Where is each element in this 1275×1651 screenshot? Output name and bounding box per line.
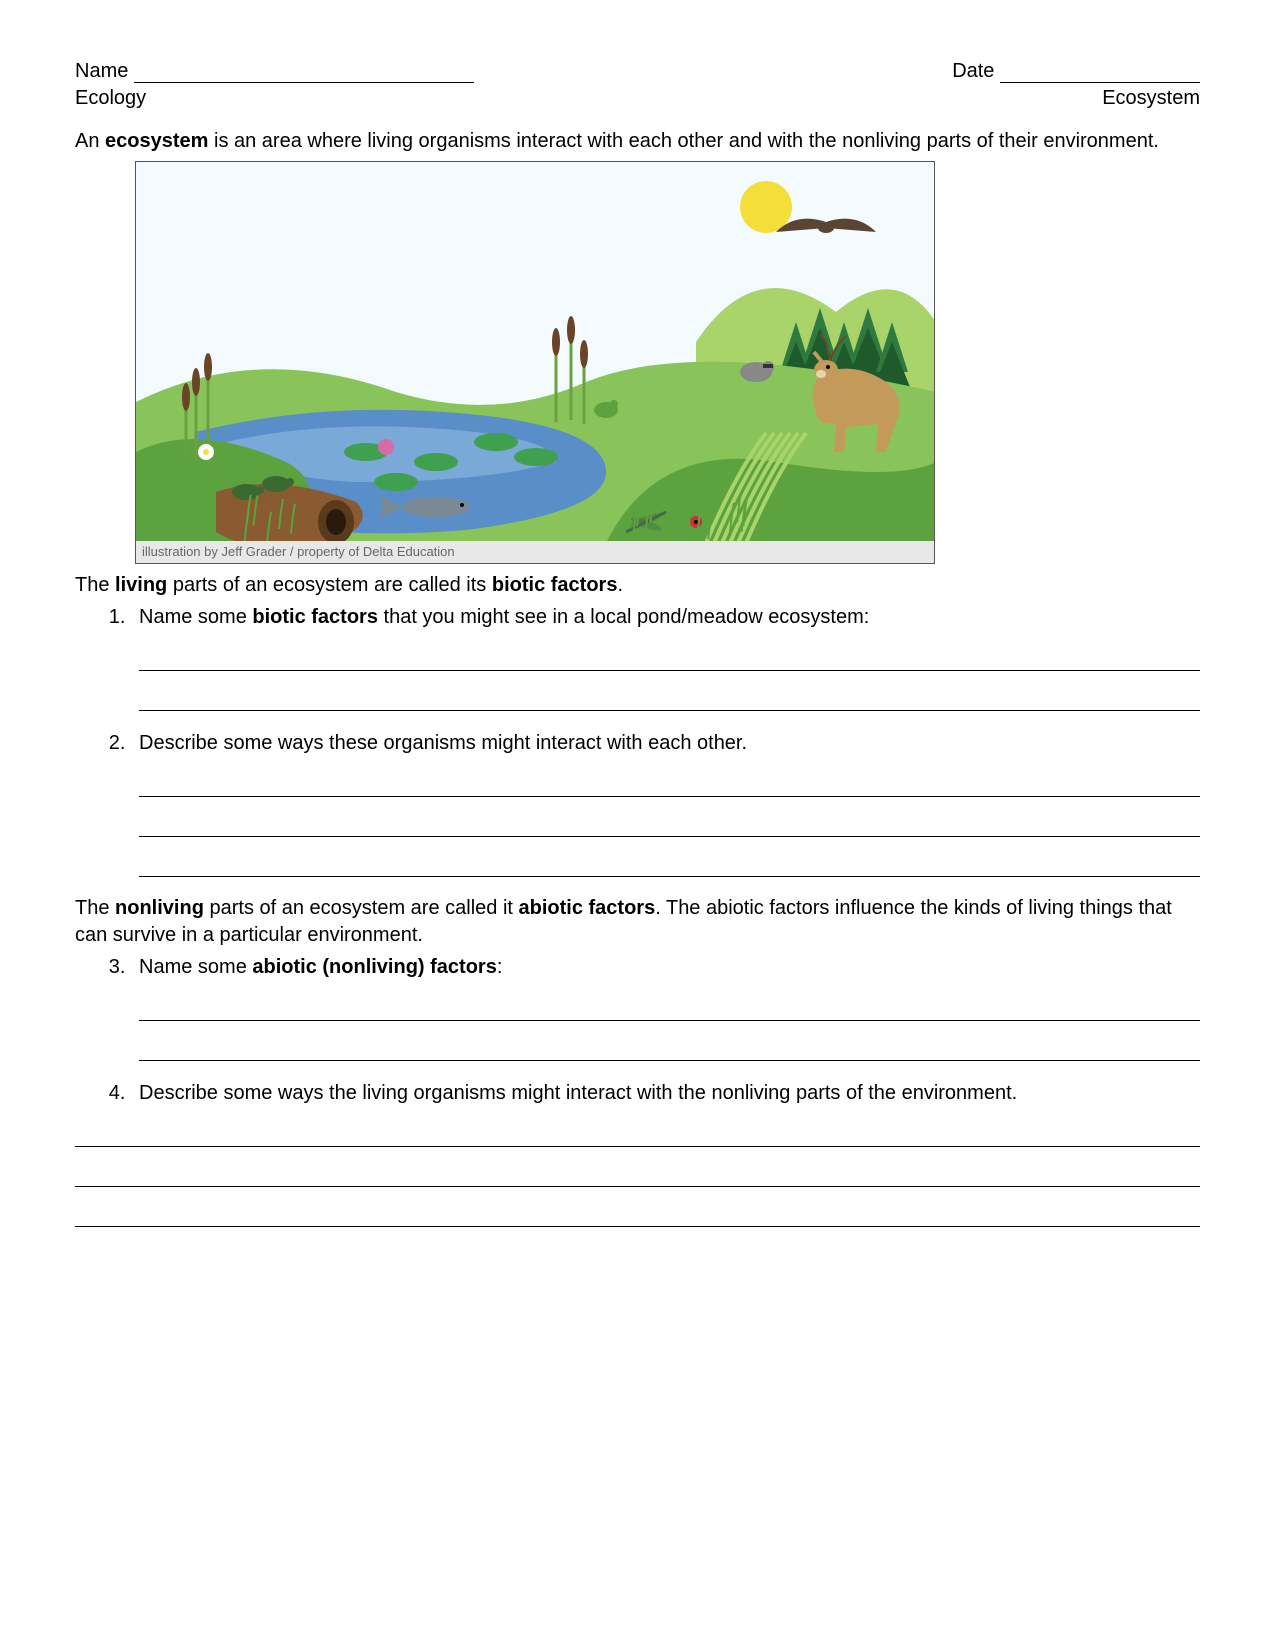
q1-bold: biotic factors	[252, 606, 378, 628]
question-2: Describe some ways these organisms might…	[131, 729, 1200, 877]
intro-suffix: is an area where living organisms intera…	[208, 130, 1159, 152]
q4-text: Describe some ways the living organisms …	[139, 1082, 1017, 1104]
question-4: Describe some ways the living organisms …	[131, 1079, 1200, 1227]
abiotic-mid1: parts of an ecosystem are called it	[204, 897, 519, 919]
q1-prefix: Name some	[139, 606, 252, 628]
abiotic-prefix: The	[75, 897, 115, 919]
answer-line[interactable]	[75, 1161, 1200, 1187]
answer-line[interactable]	[139, 1035, 1200, 1061]
q3-answer-block	[139, 995, 1200, 1061]
answer-line[interactable]	[139, 851, 1200, 877]
q3-suffix: :	[497, 956, 503, 978]
subject-left: Ecology	[75, 87, 146, 110]
intro-paragraph: An ecosystem is an area where living org…	[75, 128, 1200, 155]
intro-bold: ecosystem	[105, 130, 208, 152]
answer-line[interactable]	[139, 995, 1200, 1021]
q3-bold: abiotic (nonliving) factors	[252, 956, 496, 978]
biotic-prefix: The	[75, 574, 115, 596]
answer-line[interactable]	[139, 685, 1200, 711]
abiotic-bold1: nonliving	[115, 897, 204, 919]
answer-line[interactable]	[75, 1201, 1200, 1227]
biotic-mid: parts of an ecosystem are called its	[167, 574, 492, 596]
biotic-suffix: .	[617, 574, 623, 596]
question-list-1: Name some biotic factors that you might …	[75, 603, 1200, 877]
answer-line[interactable]	[139, 811, 1200, 837]
q1-suffix: that you might see in a local pond/meado…	[378, 606, 869, 628]
q2-answer-block	[139, 771, 1200, 877]
answer-line[interactable]	[139, 645, 1200, 671]
intro-prefix: An	[75, 130, 105, 152]
worksheet-page: Name Date Ecology Ecosystem An ecosystem…	[0, 0, 1275, 1651]
date-field: Date	[952, 60, 1200, 83]
q3-prefix: Name some	[139, 956, 252, 978]
q1-answer-block	[139, 645, 1200, 711]
date-label: Date	[952, 60, 994, 82]
biotic-paragraph: The living parts of an ecosystem are cal…	[75, 572, 1200, 599]
abiotic-paragraph: The nonliving parts of an ecosystem are …	[75, 895, 1200, 949]
q4-answer-block	[139, 1121, 1200, 1227]
question-list-2: Name some abiotic (nonliving) factors: D…	[75, 953, 1200, 1227]
ecosystem-illustration: illustration by Jeff Grader / property o…	[135, 161, 935, 564]
name-field: Name	[75, 60, 474, 83]
name-label: Name	[75, 60, 128, 82]
answer-line[interactable]	[75, 1121, 1200, 1147]
date-blank[interactable]	[1000, 63, 1200, 83]
subject-right: Ecosystem	[1102, 87, 1200, 110]
name-blank[interactable]	[134, 63, 474, 83]
header-row-2: Ecology Ecosystem	[75, 87, 1200, 110]
question-1: Name some biotic factors that you might …	[131, 603, 1200, 711]
biotic-bold2: biotic factors	[492, 574, 618, 596]
biotic-bold1: living	[115, 574, 167, 596]
ecosystem-svg	[136, 162, 935, 564]
answer-line[interactable]	[139, 771, 1200, 797]
q2-text: Describe some ways these organisms might…	[139, 732, 747, 754]
illustration-caption: illustration by Jeff Grader / property o…	[136, 541, 934, 563]
question-3: Name some abiotic (nonliving) factors:	[131, 953, 1200, 1061]
header-row-1: Name Date	[75, 60, 1200, 83]
abiotic-bold2: abiotic factors	[519, 897, 656, 919]
